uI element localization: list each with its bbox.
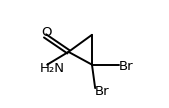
Text: H₂N: H₂N [40, 62, 65, 75]
Text: Br: Br [95, 85, 110, 98]
Text: O: O [41, 26, 51, 39]
Text: Br: Br [119, 60, 133, 73]
